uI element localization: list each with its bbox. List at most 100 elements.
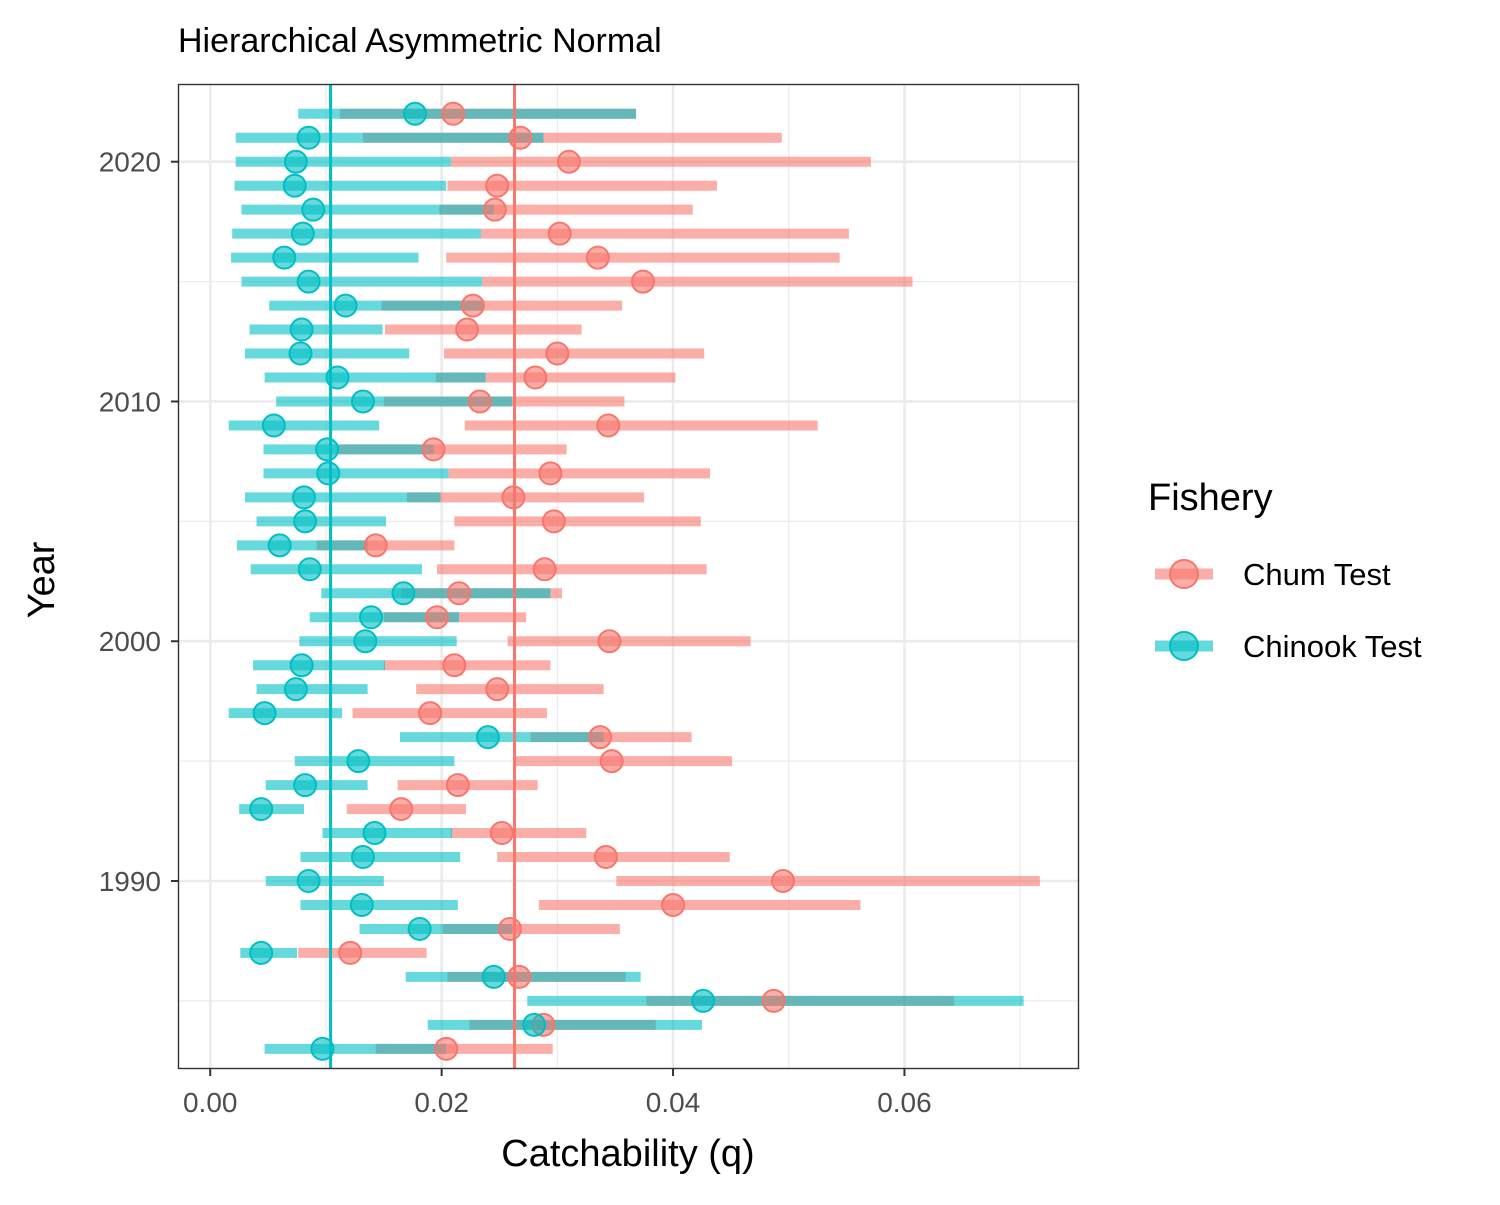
point-chum bbox=[588, 725, 613, 750]
point-chinook bbox=[362, 821, 387, 846]
point-chum bbox=[425, 605, 450, 630]
point-chinook bbox=[691, 988, 716, 1013]
y-tick-label: 2020 bbox=[99, 147, 161, 178]
point-chum bbox=[467, 389, 492, 414]
y-tick-label: 2010 bbox=[99, 386, 161, 417]
point-chum bbox=[507, 964, 532, 989]
point-chinook bbox=[249, 940, 274, 965]
point-chum bbox=[482, 197, 507, 222]
point-chum bbox=[441, 101, 466, 126]
point-chinook bbox=[391, 581, 416, 606]
point-chum bbox=[418, 701, 443, 726]
point-chinook bbox=[475, 725, 500, 750]
point-chinook bbox=[315, 437, 340, 462]
point-chum bbox=[599, 749, 624, 774]
x-tick-label: 0.04 bbox=[646, 1087, 701, 1118]
point-chum bbox=[363, 533, 388, 558]
legend-label-chum: Chum Test bbox=[1243, 557, 1391, 592]
point-chinook bbox=[403, 101, 428, 126]
y-tick-label: 2000 bbox=[99, 626, 161, 657]
point-chinook bbox=[310, 1036, 335, 1061]
legend-key-point-chum bbox=[1169, 559, 1199, 589]
point-chinook bbox=[350, 389, 375, 414]
legend: Fishery Chum Test Chinook Test bbox=[1148, 477, 1422, 664]
point-chum bbox=[630, 269, 655, 294]
points bbox=[249, 101, 795, 1061]
point-chinook bbox=[296, 125, 321, 150]
point-chum bbox=[508, 125, 533, 150]
point-chum bbox=[532, 557, 557, 582]
point-chum bbox=[434, 1036, 459, 1061]
point-chum bbox=[389, 797, 414, 822]
point-chum bbox=[585, 245, 610, 270]
point-chum bbox=[596, 413, 621, 438]
point-chinook bbox=[272, 245, 297, 270]
point-chum bbox=[661, 892, 686, 917]
point-chinook bbox=[316, 461, 341, 486]
axes: 0.00 0.02 0.04 0.06 1990 2000 2010 2020 bbox=[99, 147, 932, 1118]
point-chinook bbox=[293, 773, 318, 798]
legend-title: Fishery bbox=[1148, 477, 1273, 519]
point-chum bbox=[455, 317, 480, 342]
point-chinook bbox=[252, 701, 277, 726]
chart-title: Hierarchical Asymmetric Normal bbox=[178, 22, 662, 60]
point-chinook bbox=[293, 509, 318, 534]
x-tick-label: 0.06 bbox=[877, 1087, 932, 1118]
point-chinook bbox=[297, 557, 322, 582]
point-chinook bbox=[296, 269, 321, 294]
point-chinook bbox=[249, 797, 274, 822]
point-chum bbox=[761, 988, 786, 1013]
point-chinook bbox=[291, 485, 316, 510]
legend-key-point-chinook bbox=[1169, 631, 1199, 661]
point-chum bbox=[460, 293, 485, 318]
point-chinook bbox=[353, 629, 378, 654]
point-chinook bbox=[282, 173, 307, 198]
point-chum bbox=[597, 629, 622, 654]
panel-border bbox=[177, 83, 1080, 1070]
point-chum bbox=[547, 221, 572, 246]
point-chum bbox=[545, 341, 570, 366]
point-chum bbox=[485, 173, 510, 198]
point-chum bbox=[497, 916, 522, 941]
point-chinook bbox=[290, 221, 315, 246]
point-chum bbox=[489, 821, 514, 846]
legend-item-chinook: Chinook Test bbox=[1155, 629, 1422, 664]
legend-item-chum: Chum Test bbox=[1155, 557, 1391, 592]
point-chinook bbox=[289, 317, 314, 342]
point-chum bbox=[338, 940, 363, 965]
y-axis-label: Year bbox=[21, 541, 63, 618]
point-chum bbox=[445, 773, 470, 798]
point-chinook bbox=[283, 677, 308, 702]
legend-label-chinook: Chinook Test bbox=[1243, 629, 1422, 664]
point-chinook bbox=[333, 293, 358, 318]
point-chinook bbox=[283, 149, 308, 174]
point-chum bbox=[421, 437, 446, 462]
x-tick-label: 0.00 bbox=[183, 1087, 238, 1118]
point-chum bbox=[538, 461, 563, 486]
point-chinook bbox=[346, 749, 371, 774]
point-chinook bbox=[350, 845, 375, 870]
point-chum bbox=[556, 149, 581, 174]
x-tick-label: 0.02 bbox=[414, 1087, 469, 1118]
point-chinook bbox=[267, 533, 292, 558]
point-chinook bbox=[349, 892, 374, 917]
point-chinook bbox=[296, 868, 321, 893]
point-chum bbox=[523, 365, 548, 390]
y-tick-label: 1990 bbox=[99, 866, 161, 897]
point-chum bbox=[593, 845, 618, 870]
point-chinook bbox=[289, 653, 314, 678]
point-chinook bbox=[301, 197, 326, 222]
point-chum bbox=[770, 868, 795, 893]
x-axis-label: Catchability (q) bbox=[501, 1133, 754, 1175]
point-chinook bbox=[261, 413, 286, 438]
reference-lines bbox=[329, 85, 517, 1068]
point-chinook bbox=[359, 605, 384, 630]
point-chinook bbox=[288, 341, 313, 366]
point-chum bbox=[442, 653, 467, 678]
point-chum bbox=[446, 581, 471, 606]
point-chinook bbox=[481, 964, 506, 989]
point-chum bbox=[485, 677, 510, 702]
point-chinook bbox=[407, 916, 432, 941]
